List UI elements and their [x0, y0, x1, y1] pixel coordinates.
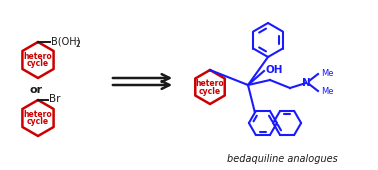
Polygon shape	[22, 100, 54, 136]
Polygon shape	[22, 42, 54, 78]
Text: or: or	[29, 85, 43, 95]
Text: cycle: cycle	[27, 59, 49, 69]
Text: bedaquiline analogues: bedaquiline analogues	[227, 154, 338, 164]
Polygon shape	[195, 70, 225, 104]
Text: Me: Me	[321, 88, 333, 97]
Text: cycle: cycle	[199, 87, 221, 96]
Polygon shape	[273, 111, 301, 135]
Text: Me: Me	[321, 69, 333, 78]
Text: Br: Br	[49, 95, 60, 105]
Polygon shape	[253, 23, 283, 57]
Text: hetero: hetero	[23, 110, 53, 119]
Text: cycle: cycle	[27, 117, 49, 126]
Text: OH: OH	[265, 65, 282, 75]
Text: 2: 2	[75, 40, 80, 49]
Text: B(OH): B(OH)	[51, 37, 81, 47]
Text: hetero: hetero	[23, 52, 53, 61]
Text: hetero: hetero	[196, 79, 225, 88]
Polygon shape	[249, 111, 277, 135]
Text: N: N	[302, 78, 310, 88]
